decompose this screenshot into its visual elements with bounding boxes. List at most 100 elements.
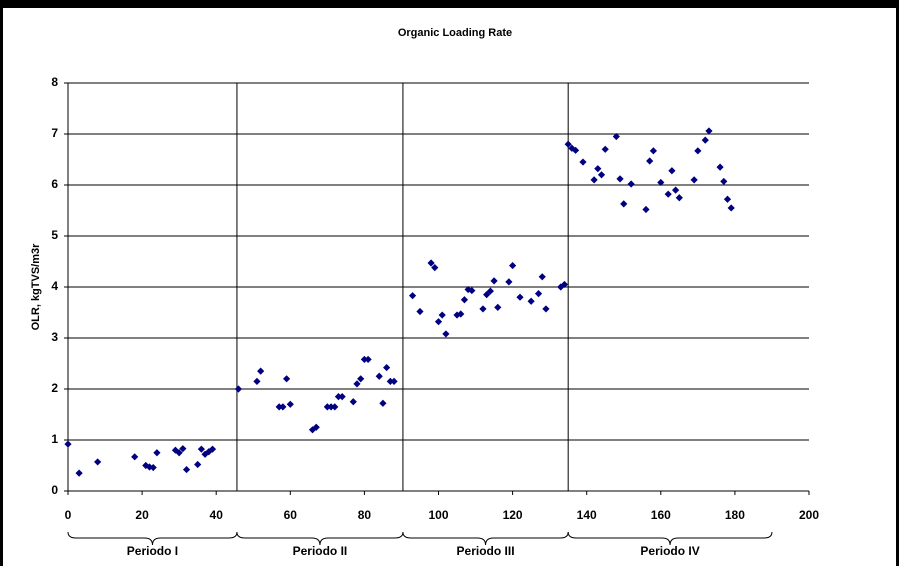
data-point (668, 167, 676, 175)
data-point (94, 458, 102, 466)
data-point (364, 355, 372, 364)
data-point (275, 403, 283, 411)
data-point (716, 163, 724, 171)
x-tick-label: 100 (428, 508, 448, 522)
x-tick-label: 0 (65, 508, 72, 522)
data-point (279, 403, 287, 411)
data-point (234, 385, 243, 393)
data-point (379, 399, 387, 407)
y-tick-label: 3 (51, 330, 58, 344)
y-tick-label: 8 (51, 75, 58, 89)
data-point (616, 175, 624, 183)
data-point (427, 259, 435, 267)
x-tick-label: 60 (284, 508, 298, 522)
data-point (416, 307, 424, 316)
x-tick-label: 40 (210, 508, 224, 522)
x-tick-label: 200 (799, 508, 819, 522)
data-point (131, 453, 139, 461)
data-point (649, 147, 657, 155)
data-point (486, 287, 494, 295)
x-tick-label: 160 (651, 508, 671, 522)
data-point (505, 278, 513, 286)
chart-title: Organic Loading Rate (398, 27, 512, 39)
data-point (179, 445, 187, 453)
data-point (375, 372, 383, 380)
data-point (694, 147, 702, 155)
data-point (357, 375, 365, 383)
data-point (490, 277, 498, 285)
data-point (442, 330, 450, 338)
data-point (334, 393, 343, 401)
data-point (286, 400, 294, 408)
y-tick-label: 0 (51, 483, 58, 497)
data-point (205, 448, 213, 456)
data-point (483, 291, 491, 299)
data-point (312, 423, 320, 431)
data-point (308, 426, 317, 434)
period-label: Periodo II (293, 544, 348, 558)
data-point (620, 200, 628, 208)
data-point (675, 194, 683, 202)
data-point (201, 450, 209, 458)
data-point (349, 398, 357, 406)
period-label: Periodo IV (640, 544, 699, 558)
data-point (175, 449, 183, 457)
data-point (597, 171, 606, 179)
data-point (516, 293, 524, 301)
data-point (534, 290, 543, 298)
y-tick-label: 6 (51, 177, 58, 191)
data-point (646, 157, 654, 165)
data-point (282, 375, 291, 383)
y-tick-label: 5 (51, 228, 58, 242)
data-point (253, 377, 261, 385)
data-point (197, 445, 205, 453)
x-tick-label: 120 (503, 508, 523, 522)
data-point (257, 367, 265, 375)
x-tick-label: 180 (725, 508, 745, 522)
y-tick-label: 7 (51, 126, 58, 140)
data-point (149, 463, 157, 472)
data-point (723, 195, 732, 203)
data-point (386, 377, 394, 385)
period-brace (67, 531, 238, 546)
data-point (690, 176, 698, 184)
data-point (564, 140, 572, 148)
period-label: Periodo I (127, 544, 178, 558)
data-point (457, 310, 465, 318)
x-tick-label: 140 (577, 508, 597, 522)
data-point (460, 296, 469, 304)
data-point (601, 145, 609, 153)
data-point (327, 403, 335, 411)
data-point (468, 286, 476, 295)
data-point (75, 469, 83, 477)
data-point (464, 285, 472, 294)
data-point (657, 178, 665, 187)
data-point (453, 311, 461, 319)
data-point (642, 205, 650, 214)
data-point (542, 305, 550, 313)
data-point (705, 127, 713, 135)
data-point (360, 355, 368, 364)
data-point (664, 190, 672, 198)
data-point (338, 393, 346, 401)
period-label: Periodo III (457, 544, 515, 558)
data-point (479, 305, 487, 313)
data-point (727, 204, 735, 212)
period-brace (402, 531, 569, 546)
data-point (353, 380, 361, 388)
data-point (438, 311, 446, 319)
data-point (509, 261, 517, 270)
data-point (560, 280, 569, 289)
data-point (579, 158, 587, 166)
data-point (194, 460, 202, 469)
data-point (153, 449, 161, 457)
x-tick-label: 20 (135, 508, 149, 522)
data-point (434, 318, 443, 326)
period-brace (567, 531, 773, 546)
data-point (331, 403, 339, 411)
data-point (571, 146, 580, 154)
data-point (590, 176, 598, 184)
y-tick-label: 4 (51, 279, 58, 293)
